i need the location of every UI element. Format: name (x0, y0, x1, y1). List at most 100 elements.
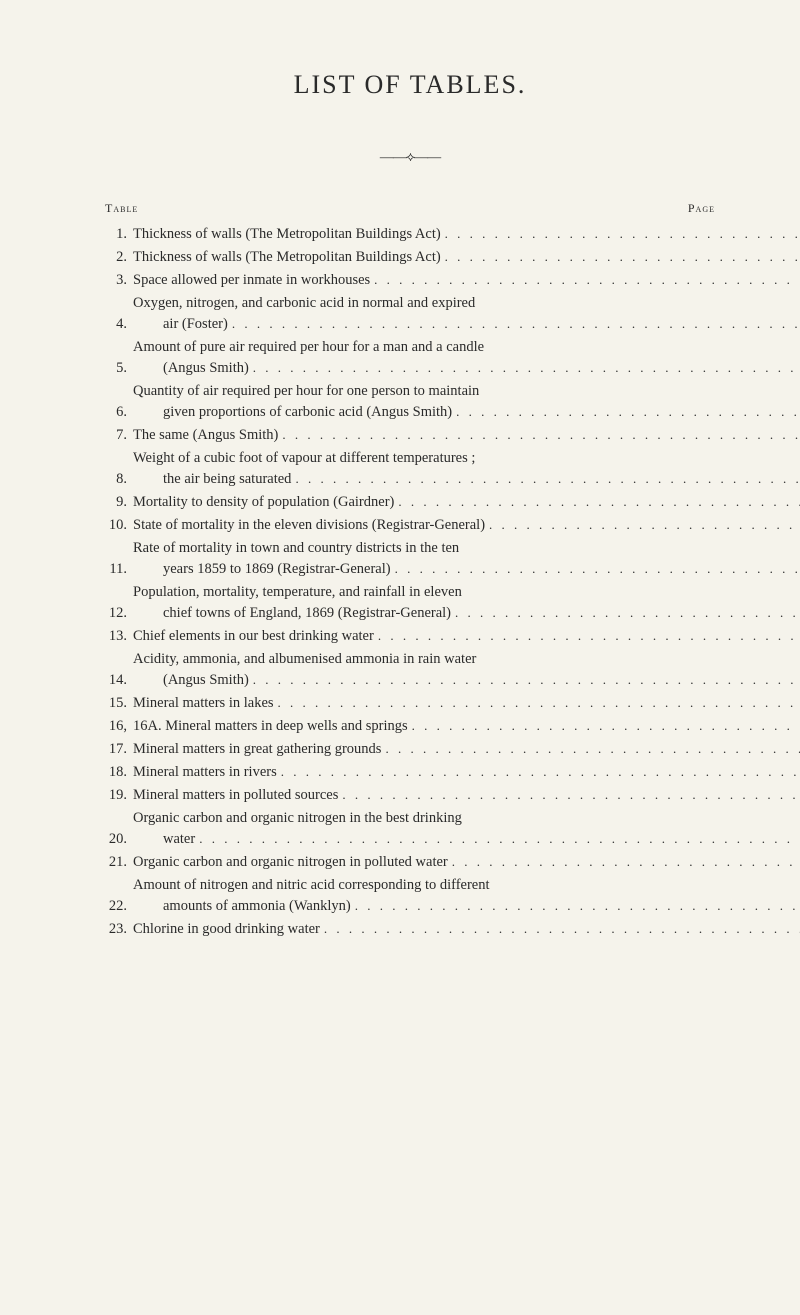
table-entry: 6.Quantity of air required per hour for … (105, 381, 715, 423)
entry-line: chief towns of England, 1869 (Registrar-… (133, 603, 800, 624)
entry-text: The same (Angus Smith). . . . . . . . . … (133, 425, 800, 446)
leader-dots: . . . . . . . . . . . . . . . . . . . . … (195, 830, 800, 849)
entry-label: the air being saturated (163, 469, 291, 490)
entry-line: Chief elements in our best drinking wate… (133, 626, 800, 647)
table-entry: 14.Acidity, ammonia, and albumenised amm… (105, 649, 715, 691)
table-entry: 20.Organic carbon and organic nitrogen i… (105, 808, 715, 850)
table-entry: 22.Amount of nitrogen and nitric acid co… (105, 875, 715, 917)
page-title: LIST OF TABLES. (105, 70, 715, 100)
entry-label: Acidity, ammonia, and albumenised ammoni… (133, 649, 476, 670)
entry-line: the air being saturated. . . . . . . . .… (133, 469, 800, 490)
entry-line: Space allowed per inmate in workhouses. … (133, 270, 800, 291)
table-entry: 12.Population, mortality, temperature, a… (105, 582, 715, 624)
entry-text: Rate of mortality in town and country di… (133, 538, 800, 580)
entry-line: Mineral matters in great gathering groun… (133, 739, 800, 760)
entry-line: Organic carbon and organic nitrogen in t… (133, 808, 800, 829)
entry-text: 16A. Mineral matters in deep wells and s… (133, 716, 800, 737)
entry-number: 8. (105, 469, 133, 490)
entry-number: 3. (105, 270, 133, 291)
entry-label: Rate of mortality in town and country di… (133, 538, 459, 559)
entry-text: Population, mortality, temperature, and … (133, 582, 800, 624)
entry-label: air (Foster) (163, 314, 228, 335)
entry-line: air (Foster). . . . . . . . . . . . . . … (133, 314, 800, 335)
entry-text: Mineral matters in lakes. . . . . . . . … (133, 693, 800, 714)
leader-dots: . . . . . . . . . . . . . . . . . . . . … (228, 315, 800, 334)
leader-dots: . . . . . . . . . . . . . . . . . . . . … (441, 248, 800, 267)
header-left: Table (105, 201, 138, 216)
entry-number: 18. (105, 762, 133, 783)
entry-line: Mortality to density of population (Gair… (133, 492, 800, 513)
entry-label: amounts of ammonia (Wanklyn) (163, 896, 351, 917)
entry-label: Space allowed per inmate in workhouses (133, 270, 370, 291)
table-entry: 5.Amount of pure air required per hour f… (105, 337, 715, 379)
table-entry: 7.The same (Angus Smith). . . . . . . . … (105, 425, 715, 446)
entry-text: Organic carbon and organic nitrogen in t… (133, 808, 800, 850)
entry-number: 7. (105, 425, 133, 446)
leader-dots: . . . . . . . . . . . . . . . . . . . . … (485, 516, 800, 535)
entry-line: Quantity of air required per hour for on… (133, 381, 800, 402)
entry-number: 9. (105, 492, 133, 513)
entry-number: 12. (105, 603, 133, 624)
entry-label: given proportions of carbonic acid (Angu… (163, 402, 452, 423)
leader-dots: . . . . . . . . . . . . . . . . . . . . … (274, 694, 800, 713)
entry-label: Thickness of walls (The Metropolitan Bui… (133, 224, 441, 245)
leader-dots: . . . . . . . . . . . . . . . . . . . . … (249, 359, 800, 378)
leader-dots: . . . . . . . . . . . . . . . . . . . . … (291, 470, 800, 489)
entry-text: Space allowed per inmate in workhouses. … (133, 270, 800, 291)
entry-number: 10. (105, 515, 133, 536)
entry-line: Mineral matters in lakes. . . . . . . . … (133, 693, 800, 714)
leader-dots: . . . . . . . . . . . . . . . . . . . . … (451, 604, 800, 623)
entry-number: 20. (105, 829, 133, 850)
entry-number: 4. (105, 314, 133, 335)
table-entry: 16,16A. Mineral matters in deep wells an… (105, 716, 715, 737)
entry-number: 19. (105, 785, 133, 806)
entry-label: The same (Angus Smith) (133, 425, 278, 446)
table-entry: 18.Mineral matters in rivers. . . . . . … (105, 762, 715, 783)
entry-label: Thickness of walls (The Metropolitan Bui… (133, 247, 441, 268)
entry-text: Thickness of walls (The Metropolitan Bui… (133, 247, 800, 268)
leader-dots: . . . . . . . . . . . . . . . . . . . . … (249, 671, 800, 690)
entry-line: State of mortality in the eleven divisio… (133, 515, 800, 536)
leader-dots: . . . . . . . . . . . . . . . . . . . . … (374, 627, 800, 646)
entry-line: 16A. Mineral matters in deep wells and s… (133, 716, 800, 737)
table-entry: 3.Space allowed per inmate in workhouses… (105, 270, 715, 291)
entry-line: Population, mortality, temperature, and … (133, 582, 800, 603)
entry-line: Amount of nitrogen and nitric acid corre… (133, 875, 800, 896)
entry-line: years 1859 to 1869 (Registrar-General). … (133, 559, 800, 580)
entry-label: Chlorine in good drinking water (133, 919, 320, 940)
entry-text: Quantity of air required per hour for on… (133, 381, 800, 423)
entries-list: 1.Thickness of walls (The Metropolitan B… (105, 224, 715, 941)
leader-dots: . . . . . . . . . . . . . . . . . . . . … (351, 897, 800, 916)
entry-text: Amount of nitrogen and nitric acid corre… (133, 875, 800, 917)
entry-label: Mortality to density of population (Gair… (133, 492, 394, 513)
entry-text: Thickness of walls (The Metropolitan Bui… (133, 224, 800, 245)
leader-dots: . . . . . . . . . . . . . . . . . . . . … (278, 426, 800, 445)
entry-number: 15. (105, 693, 133, 714)
entry-line: Chlorine in good drinking water. . . . .… (133, 919, 800, 940)
table-entry: 8.Weight of a cubic foot of vapour at di… (105, 448, 715, 490)
entry-line: (Angus Smith). . . . . . . . . . . . . .… (133, 670, 800, 691)
table-entry: 19.Mineral matters in polluted sources. … (105, 785, 715, 806)
entry-number: 5. (105, 358, 133, 379)
entry-line: Acidity, ammonia, and albumenised ammoni… (133, 649, 800, 670)
table-entry: 9.Mortality to density of population (Ga… (105, 492, 715, 513)
entry-label: years 1859 to 1869 (Registrar-General) (163, 559, 391, 580)
table-entry: 2.Thickness of walls (The Metropolitan B… (105, 247, 715, 268)
entry-label: Weight of a cubic foot of vapour at diff… (133, 448, 475, 469)
table-entry: 17.Mineral matters in great gathering gr… (105, 739, 715, 760)
entry-text: Mineral matters in polluted sources. . .… (133, 785, 800, 806)
entry-text: Amount of pure air required per hour for… (133, 337, 800, 379)
entry-label: Amount of pure air required per hour for… (133, 337, 484, 358)
leader-dots: . . . . . . . . . . . . . . . . . . . . … (338, 786, 800, 805)
entry-text: Oxygen, nitrogen, and carbonic acid in n… (133, 293, 800, 335)
leader-dots: . . . . . . . . . . . . . . . . . . . . … (370, 271, 800, 290)
table-entry: 11.Rate of mortality in town and country… (105, 538, 715, 580)
table-entry: 13.Chief elements in our best drinking w… (105, 626, 715, 647)
entry-line: (Angus Smith). . . . . . . . . . . . . .… (133, 358, 800, 379)
entry-line: Mineral matters in polluted sources. . .… (133, 785, 800, 806)
entry-label: chief towns of England, 1869 (Registrar-… (163, 603, 451, 624)
entry-line: Organic carbon and organic nitrogen in p… (133, 852, 800, 873)
entry-text: Weight of a cubic foot of vapour at diff… (133, 448, 800, 490)
entry-line: Oxygen, nitrogen, and carbonic acid in n… (133, 293, 800, 314)
entry-label: Organic carbon and organic nitrogen in t… (133, 808, 462, 829)
